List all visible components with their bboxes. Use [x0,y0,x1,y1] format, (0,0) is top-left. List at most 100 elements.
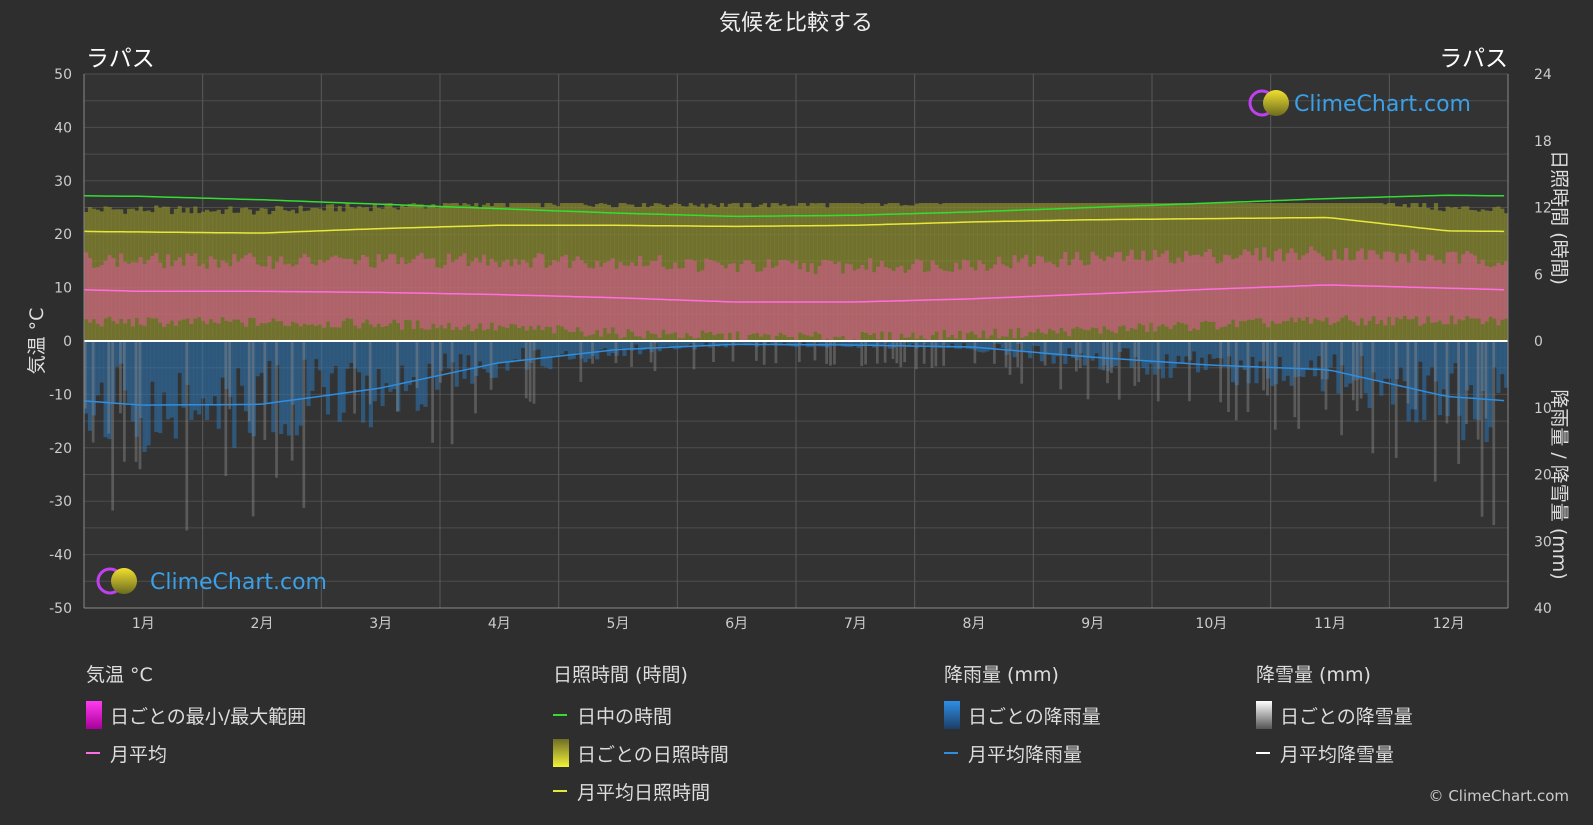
rain-bar [1254,341,1259,384]
rain-bar [606,341,611,356]
rain-bar [427,341,432,364]
temp-range-bar [954,262,959,339]
temp-range-bar [524,262,530,331]
rain-bar [1496,341,1501,393]
rain-bar [115,341,120,367]
rain-bar [1418,341,1423,362]
temp-range-bar [813,274,818,332]
rain-bar [259,341,264,374]
sunshine-bar [813,203,818,341]
temp-range-bar [532,257,537,330]
temp-range-bar [130,262,136,327]
temp-range-bar [1344,247,1349,316]
temp-range-bar [696,271,701,338]
snow-bar [1156,341,1160,402]
rain-bar [1106,341,1111,372]
rain-bar [290,341,295,405]
rain-bar [240,341,245,386]
temp-range-bar [150,256,155,319]
rain-bar [797,341,803,346]
snow-bar [942,341,946,366]
rain-bar [310,341,315,391]
temp-range-bar [1270,261,1275,322]
snow-bar [185,341,189,531]
rain-bar [380,341,385,407]
snow-bar [829,341,832,366]
temp-range-bar [1125,255,1130,332]
temp-range-bar [716,262,721,334]
rain-bar [692,341,697,350]
rain-bar [1410,341,1415,410]
rain-bar [1433,341,1439,382]
temp-range-bar [1266,257,1271,328]
snow-bar [813,341,817,361]
temp-range-bar [641,266,647,339]
snow-bar [973,341,977,364]
rain-bar [661,341,666,347]
rain-bar [1390,341,1396,405]
temp-range-bar [1129,249,1134,328]
temp-range-bar [446,253,452,323]
rain-bar [1316,341,1322,357]
rain-bar [985,341,990,352]
rain-bar [1008,341,1013,351]
temp-range-bar [836,261,842,338]
temp-range-bar [1484,265,1489,322]
snow-bar [993,341,996,364]
snow-bar [797,341,801,363]
temp-range-bar [282,264,288,326]
temp-range-bar [762,267,768,335]
temp-tick-label: 10 [54,281,72,297]
snow-bar [614,341,618,364]
temp-range-bar [598,266,604,337]
temp-range-bar [232,254,237,320]
temp-range-bar [852,270,857,340]
rain-bar [1067,341,1072,349]
temp-range-bar [189,256,194,324]
rain-bar [1309,341,1314,361]
temp-range-bar [1215,263,1220,330]
rain-bar [844,341,849,347]
temp-range-bar [119,253,124,319]
rain-bar [1188,341,1193,361]
snow-bar [1086,341,1090,400]
temp-range-bar [630,262,635,332]
temp-mean-line [83,284,1505,303]
daylight-swatch [553,714,567,716]
temp-range-bar [220,260,225,318]
snow-bar [1133,341,1137,386]
rain-bar [618,341,623,349]
rain-bar [1348,341,1353,384]
snow-bar [1008,341,1012,375]
temp-range-bar [286,263,292,327]
temp-range-bar [774,265,779,336]
rain-bar [400,341,405,366]
rain-bar [1152,341,1158,375]
rain-bar [1168,341,1173,378]
temp-tick-label: 20 [54,227,72,243]
rain-mean-line [83,343,1505,406]
rain-bar [1387,341,1392,379]
sunshine-bar [840,203,846,341]
snow-bar [1078,341,1082,369]
temp-range-bar [1351,259,1357,322]
rain-bar [1016,341,1021,345]
snow-bar [1219,341,1223,403]
rain-bar [1129,341,1134,369]
temp-range-bar [1051,264,1056,331]
rain-bar [1047,341,1052,355]
temp-range-bar [704,258,709,333]
snow-bar [1246,341,1250,412]
temp-range-bar [993,264,998,329]
rain-bar [996,341,1002,345]
rain-bar [474,341,479,376]
temp-range-bar [1188,255,1193,331]
legend-sunshine: 日照時間 (時間) 日中の時間 日ごとの日照時間 月平均日照時間 [553,660,729,810]
rain-bar [275,341,280,366]
snow-bar [860,341,864,367]
snow-bar [107,341,111,434]
rain-bar [524,341,530,370]
rain-bar [243,341,249,412]
temp-range-bar [1184,251,1189,325]
rain-bar [688,341,693,345]
